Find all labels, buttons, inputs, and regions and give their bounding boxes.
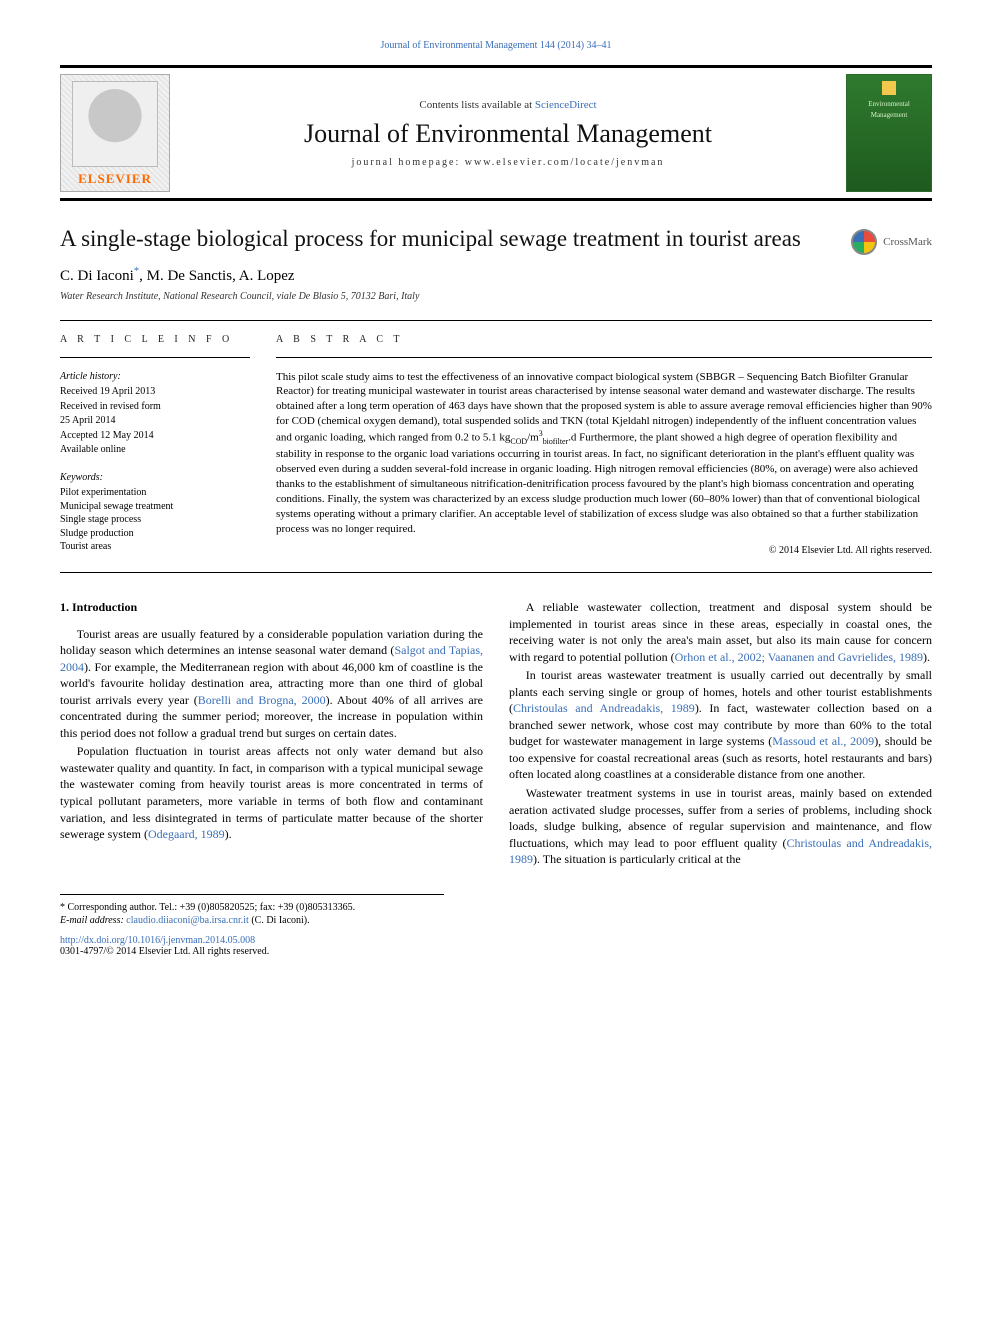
crossmark-badge[interactable]: CrossMark xyxy=(851,229,932,255)
journal-cover-thumb: Environmental Management xyxy=(846,74,932,192)
keyword: Sludge production xyxy=(60,527,250,541)
history-line: Accepted 12 May 2014 xyxy=(60,429,250,443)
divider xyxy=(60,572,932,573)
abstract-unit-mid: /m xyxy=(527,432,539,444)
keyword: Municipal sewage treatment xyxy=(60,500,250,514)
citation-link[interactable]: Massoud et al., 2009 xyxy=(772,734,874,748)
para-text: ). xyxy=(225,827,232,841)
abstract-heading: A B S T R A C T xyxy=(276,333,932,347)
para-text: Population fluctuation in tourist areas … xyxy=(60,744,483,841)
history-line: 25 April 2014 xyxy=(60,414,250,428)
corresponding-author-footnote: * Corresponding author. Tel.: +39 (0)805… xyxy=(60,901,444,914)
author-3: A. Lopez xyxy=(239,268,295,284)
para-text: ). The situation is particularly critica… xyxy=(533,852,741,866)
abstract-unit-sub2: biofilter xyxy=(543,437,568,446)
author-1: C. Di Iaconi xyxy=(60,268,134,284)
para-text: ). xyxy=(923,650,930,664)
homepage-url[interactable]: www.elsevier.com/locate/jenvman xyxy=(465,157,665,168)
abstract-column: A B S T R A C T This pilot scale study a… xyxy=(276,333,932,558)
homepage-prefix: journal homepage: xyxy=(352,157,465,168)
cover-mini-icon xyxy=(882,81,896,95)
email-link[interactable]: claudio.diiaconi@ba.irsa.cnr.it xyxy=(126,915,249,926)
publisher-tree-icon xyxy=(72,81,158,167)
email-tail: (C. Di Iaconi). xyxy=(249,915,310,926)
publisher-logo-block: ELSEVIER xyxy=(60,74,170,192)
crossmark-icon xyxy=(851,229,877,255)
keyword: Pilot experimentation xyxy=(60,486,250,500)
body-paragraph: Population fluctuation in tourist areas … xyxy=(60,743,483,842)
citation-link[interactable]: Orhon et al., 2002; Vaananen and Gavriel… xyxy=(675,650,923,664)
masthead-center: Contents lists available at ScienceDirec… xyxy=(184,74,832,192)
body-paragraph: Tourist areas are usually featured by a … xyxy=(60,626,483,742)
journal-title: Journal of Environmental Management xyxy=(184,119,832,149)
journal-citation-link[interactable]: Journal of Environmental Management 144 … xyxy=(60,40,932,51)
article-info-heading: A R T I C L E I N F O xyxy=(60,333,250,347)
crossmark-label: CrossMark xyxy=(883,236,932,248)
body-two-columns: 1. Introduction Tourist areas are usuall… xyxy=(60,599,932,868)
abstract-copyright: © 2014 Elsevier Ltd. All rights reserved… xyxy=(276,544,932,558)
body-paragraph: In tourist areas wastewater treatment is… xyxy=(509,667,932,783)
doi-link[interactable]: http://dx.doi.org/10.1016/j.jenvman.2014… xyxy=(60,935,932,946)
citation-link[interactable]: Christoulas and Andreadakis, 1989 xyxy=(513,701,695,715)
section-heading: 1. Introduction xyxy=(60,599,483,616)
divider xyxy=(60,320,932,321)
article-title: A single-stage biological process for mu… xyxy=(60,225,839,254)
divider xyxy=(276,357,932,358)
contents-prefix: Contents lists available at xyxy=(419,99,534,111)
footnote-block: * Corresponding author. Tel.: +39 (0)805… xyxy=(60,894,444,927)
abstract-post: Furthermore, the plant showed a high deg… xyxy=(276,432,920,535)
citation-link[interactable]: Borelli and Brogna, 2000 xyxy=(198,693,326,707)
history-line: Available online xyxy=(60,443,250,457)
masthead: ELSEVIER Contents lists available at Sci… xyxy=(60,65,932,201)
history-line: Received in revised form xyxy=(60,400,250,414)
cover-line1: Environmental xyxy=(851,100,927,108)
affiliation: Water Research Institute, National Resea… xyxy=(60,291,932,302)
article-info-column: A R T I C L E I N F O Article history: R… xyxy=(60,333,250,558)
author-2: M. De Sanctis xyxy=(147,268,232,284)
divider xyxy=(60,357,250,358)
keyword: Single stage process xyxy=(60,513,250,527)
abstract-text: This pilot scale study aims to test the … xyxy=(276,370,932,537)
keywords-heading: Keywords: xyxy=(60,471,250,485)
journal-homepage-line: journal homepage: www.elsevier.com/locat… xyxy=(184,157,832,168)
abstract-unit-sub: COD xyxy=(510,437,527,446)
body-paragraph: Wastewater treatment systems in use in t… xyxy=(509,785,932,868)
sciencedirect-link[interactable]: ScienceDirect xyxy=(535,99,597,111)
email-label: E-mail address: xyxy=(60,915,126,926)
citation-link[interactable]: Odegaard, 1989 xyxy=(148,827,225,841)
cover-line2: Management xyxy=(851,111,927,119)
history-heading: Article history: xyxy=(60,370,250,384)
issn-copyright-line: 0301-4797/© 2014 Elsevier Ltd. All right… xyxy=(60,946,932,957)
history-line: Received 19 April 2013 xyxy=(60,385,250,399)
email-line: E-mail address: claudio.diiaconi@ba.irsa… xyxy=(60,914,444,927)
corresponding-star[interactable]: * xyxy=(134,265,139,277)
publisher-name: ELSEVIER xyxy=(78,171,152,187)
contents-available-line: Contents lists available at ScienceDirec… xyxy=(184,99,832,111)
authors-line: C. Di Iaconi*, M. De Sanctis, A. Lopez xyxy=(60,265,932,285)
keyword: Tourist areas xyxy=(60,540,250,554)
doi-block: http://dx.doi.org/10.1016/j.jenvman.2014… xyxy=(60,935,932,957)
body-paragraph: A reliable wastewater collection, treatm… xyxy=(509,599,932,665)
